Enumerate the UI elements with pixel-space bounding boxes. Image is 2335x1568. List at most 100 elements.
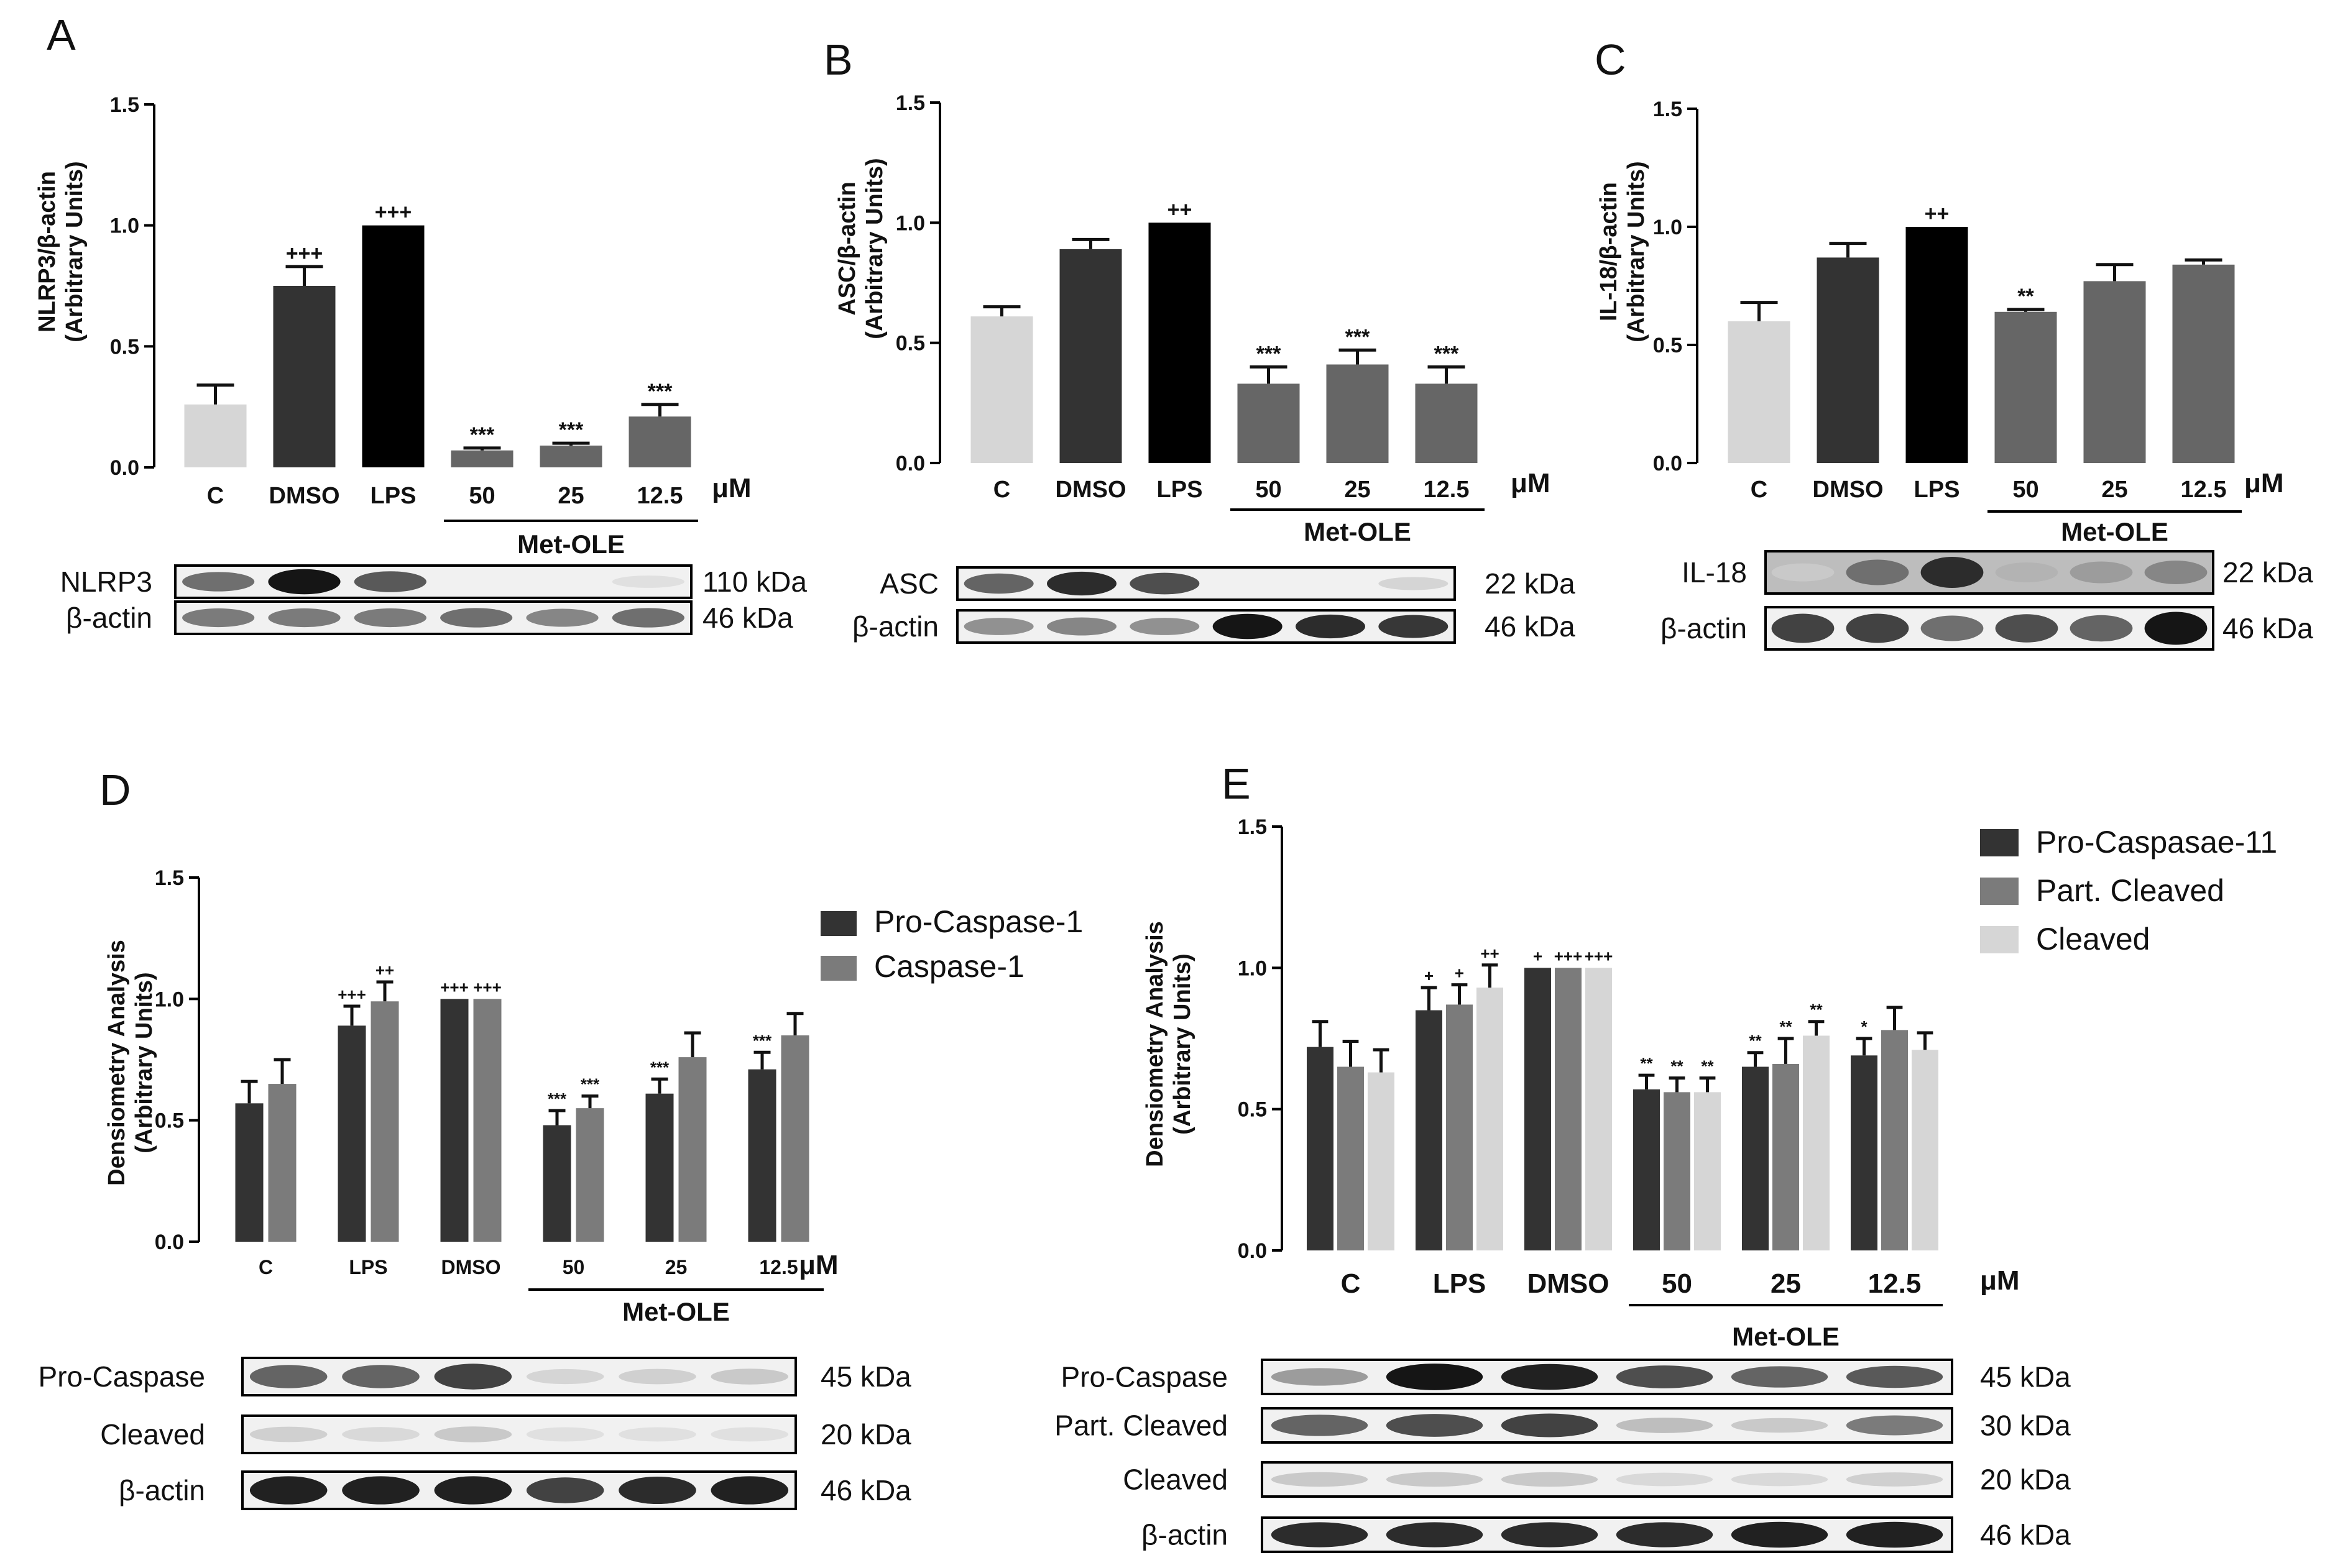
bar	[1742, 1066, 1769, 1250]
x-tick-label: LPS	[1433, 1268, 1486, 1299]
blot-band	[1846, 559, 1909, 585]
x-tick-label: 12.5	[1424, 477, 1470, 503]
blot-band	[2144, 612, 2208, 645]
blot-kda: 46 kDa	[821, 1474, 911, 1506]
blot-kda: 30 kDa	[1980, 1410, 2071, 1442]
significance-label: +	[1455, 964, 1464, 983]
unit-label: μM	[1980, 1265, 2020, 1296]
y-tick-label: 1.0	[155, 988, 184, 1011]
y-tick-label: 0.0	[155, 1231, 184, 1254]
bar	[748, 1069, 776, 1242]
significance-label: ***	[1434, 342, 1459, 365]
significance-label: +++	[286, 242, 323, 265]
blot-band	[1616, 1418, 1713, 1433]
x-tick-label: 50	[1255, 477, 1281, 503]
y-axis-label-line: Densiometry Analysis	[1142, 921, 1168, 1167]
y-axis-label-line: (Arbitrary Units)	[1169, 953, 1195, 1134]
blot-band	[1386, 1522, 1483, 1547]
significance-label: ***	[650, 1058, 670, 1076]
y-axis-label: Densiometry Analysis(Arbitrary Units)	[104, 940, 157, 1186]
panel-c: C 0.0 0.5 1.0 1.5 IL-18/β-actin(Arbitrary Uni…	[1595, 35, 2313, 651]
panel-b: B 0.0 0.5 1.0 1.5 ASC/β-actin(Arbitrary Units…	[824, 35, 1575, 644]
significance-label: *	[1861, 1017, 1868, 1036]
x-tick-label: C	[207, 483, 224, 509]
y-tick-label: 1.5	[1653, 98, 1682, 121]
significance-label: **	[1670, 1057, 1683, 1076]
blot-band	[434, 1364, 512, 1390]
bar	[970, 316, 1033, 463]
significance-label: ++	[1480, 944, 1499, 963]
y-tick-label: 0.5	[1238, 1098, 1267, 1122]
blot-band	[711, 1476, 789, 1505]
blot-band	[1846, 1415, 1943, 1436]
y-tick-label: 0.5	[110, 335, 139, 359]
blot-band	[1271, 1522, 1368, 1547]
blot-kda: 22 kDa	[2222, 556, 2313, 589]
group-label: Met-OLE	[517, 530, 625, 559]
legend-swatch	[1980, 829, 2019, 856]
legend-label: Part. Cleaved	[2036, 873, 2224, 908]
y-axis-label: ASC/β-actin(Arbitrary Units)	[834, 158, 888, 339]
bar	[1772, 1063, 1799, 1250]
blot-band	[1047, 617, 1117, 636]
blot-label: Pro-Caspase	[39, 1360, 205, 1393]
blot-strip	[174, 564, 693, 599]
blot-kda: 110 kDa	[702, 566, 807, 598]
blot-band	[182, 572, 255, 592]
significance-label: ***	[648, 380, 673, 403]
unit-label: μM	[799, 1250, 839, 1280]
bar	[1728, 321, 1790, 463]
bar	[1326, 364, 1389, 463]
x-tick-label: C	[259, 1256, 273, 1278]
blot-band	[268, 569, 341, 595]
panel-letter: D	[99, 766, 131, 814]
y-tick-label: 1.0	[1238, 956, 1267, 980]
y-tick-label: 0.0	[896, 452, 925, 475]
blot-band	[619, 1476, 696, 1505]
blot-label: NLRP3	[60, 566, 152, 598]
blot-label: β-actin	[1660, 612, 1747, 644]
blot-band	[1616, 1365, 1713, 1388]
blot-kda: 22 kDa	[1485, 567, 1575, 600]
significance-label: ++	[1925, 202, 1950, 226]
blot-band	[1386, 1364, 1483, 1390]
blot-band	[249, 1476, 328, 1505]
blot-band	[1271, 1472, 1368, 1487]
bar	[678, 1057, 707, 1242]
blot-band	[342, 1476, 420, 1505]
group-label: Met-OLE	[1732, 1322, 1840, 1351]
x-tick-label: 12.5	[2181, 477, 2227, 503]
significance-label: +++	[338, 985, 366, 1004]
blot-band	[711, 1369, 789, 1385]
panel-a: A 0.0 0.5 1.0 1.5 NLRP3/β-actin(Arbitrary Uni…	[34, 11, 807, 635]
significance-label: ***	[548, 1089, 567, 1108]
blot-band	[1731, 1418, 1828, 1433]
blot-label: β-actin	[852, 610, 939, 643]
blot-band	[1920, 557, 1984, 588]
blot-band	[1920, 615, 1984, 641]
x-tick-label: 50	[1662, 1268, 1692, 1299]
significance-label: **	[2017, 285, 2034, 308]
x-tick-label: 12.5	[1868, 1268, 1922, 1299]
unit-label: μM	[1511, 468, 1550, 498]
x-tick-label: DMSO	[1056, 477, 1126, 503]
significance-label: ***	[1256, 342, 1281, 365]
blot-band	[2070, 561, 2133, 584]
x-tick-label: C	[1751, 477, 1767, 503]
bar	[1415, 383, 1478, 463]
bar	[645, 1093, 674, 1242]
x-tick-label: DMSO	[441, 1256, 501, 1278]
significance-label: **	[1810, 1001, 1823, 1019]
blot-kda: 46 kDa	[2222, 612, 2313, 644]
blot-strip	[1261, 1359, 1953, 1395]
blot-band	[1501, 1522, 1598, 1547]
blot-band	[1616, 1472, 1713, 1487]
unit-label: μM	[712, 473, 752, 503]
blot-band	[1846, 613, 1909, 643]
blot-band	[1271, 1368, 1368, 1386]
blot-strip	[956, 609, 1456, 644]
blot-band	[1731, 1366, 1828, 1388]
bar	[273, 286, 336, 467]
blot-band	[526, 1427, 604, 1442]
legend-swatch	[821, 956, 857, 981]
